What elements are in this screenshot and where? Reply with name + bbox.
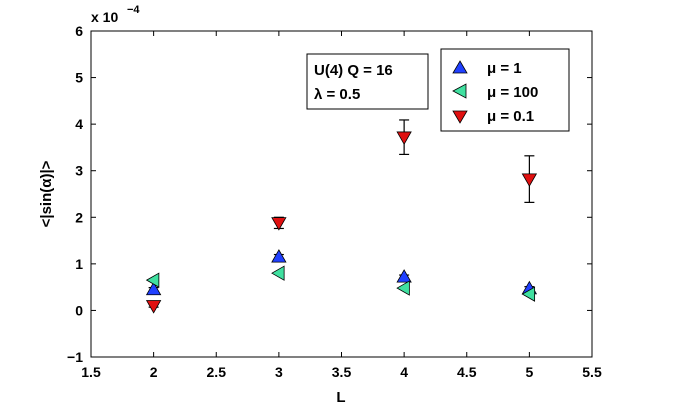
- y-tick-label: 1: [75, 256, 83, 272]
- data-point: [145, 300, 162, 314]
- y-axis-ticks: −1 0 1 2 3 4 5 6: [67, 23, 592, 365]
- series-3: [145, 119, 538, 314]
- legend-marker-mu-1: [452, 60, 468, 74]
- legend-entry-mu-100: μ = 100: [452, 83, 538, 101]
- legend-marker-mu-0-1: [452, 110, 468, 124]
- x-tick-label: 1.5: [81, 364, 101, 380]
- y-tick-label: 0: [75, 302, 83, 318]
- legend-label-mu-0-1: μ = 0.1: [487, 108, 534, 125]
- x-tick-label: 4: [400, 364, 408, 380]
- legend-label-mu-1: μ = 1: [487, 60, 522, 77]
- legend-entry-mu-0-1: μ = 0.1: [452, 108, 534, 125]
- y-tick-label: −1: [67, 349, 83, 365]
- annotation-box: U(4) Q = 16 λ = 0.5: [306, 53, 429, 110]
- y-axis-multiplier: x 10 −4: [91, 4, 140, 25]
- x-tick-label: 5.5: [582, 364, 602, 380]
- x-tick-label: 3.5: [332, 364, 352, 380]
- legend: μ = 1 μ = 100 μ = 0.1: [440, 48, 570, 132]
- y-tick-label: 6: [75, 23, 83, 39]
- x-tick-label: 5: [525, 364, 533, 380]
- y-tick-label: 2: [75, 209, 83, 225]
- data-point: [271, 217, 287, 231]
- series-2: [145, 265, 536, 302]
- legend-marker-mu-100: [452, 83, 467, 99]
- data-point: [271, 249, 287, 263]
- data-point: [396, 131, 412, 145]
- y-multiplier-exponent: −4: [127, 4, 140, 16]
- data-point: [396, 269, 412, 283]
- x-tick-label: 3: [275, 364, 283, 380]
- y-axis-label: <|sin(α)|>: [38, 160, 55, 227]
- data-point: [271, 265, 285, 281]
- annotation-line-1: U(4) Q = 16: [314, 62, 393, 79]
- y-tick-label: 3: [75, 163, 83, 179]
- data-point: [521, 286, 536, 302]
- legend-label-mu-100: μ = 100: [487, 84, 538, 101]
- x-tick-label: 2.5: [207, 364, 227, 380]
- x-axis-label: L: [336, 389, 345, 406]
- y-tick-label: 5: [75, 70, 83, 86]
- x-tick-label: 2: [150, 364, 158, 380]
- annotation-frame: [306, 53, 429, 110]
- series-1: [145, 249, 538, 296]
- data-series: [145, 119, 538, 314]
- data-point: [145, 281, 162, 296]
- y-tick-label: 4: [75, 116, 83, 132]
- y-multiplier-base: x 10: [91, 9, 118, 25]
- data-point: [396, 280, 410, 296]
- data-point: [145, 272, 160, 288]
- legend-entry-mu-1: μ = 1: [452, 60, 522, 77]
- x-tick-label: 4.5: [457, 364, 477, 380]
- data-point: [521, 173, 538, 187]
- annotation-line-2: λ = 0.5: [314, 86, 360, 103]
- x-axis-ticks: 1.5 2 2.5 3 3.5 4 4.5 5 5.5: [81, 31, 602, 380]
